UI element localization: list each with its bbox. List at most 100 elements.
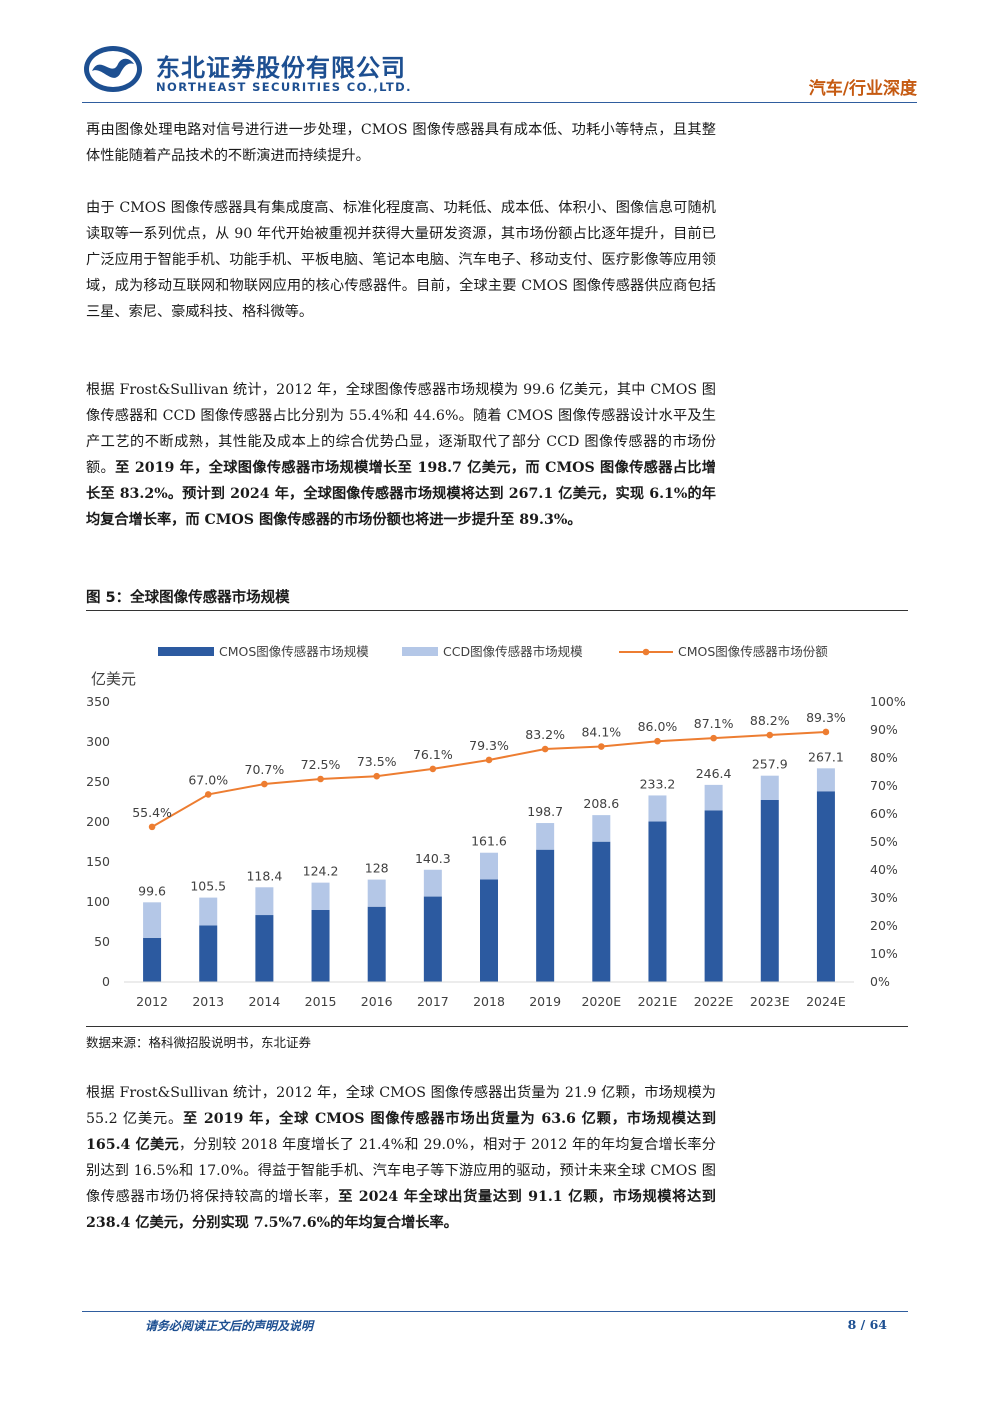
footer-disclaimer: 请务必阅读正文后的声明及说明 xyxy=(145,1319,314,1333)
chart-divider xyxy=(86,1026,908,1027)
y2-tick-label: 0% xyxy=(870,974,890,989)
y2-tick-label: 50% xyxy=(870,834,898,849)
bar-total-label: 105.5 xyxy=(190,879,226,894)
share-point xyxy=(373,772,380,780)
bar-cmos xyxy=(816,791,835,982)
paragraph-text: 根据 Frost&Sullivan 统计，2012 年，全球图像传感器市场规模为… xyxy=(86,382,716,476)
paragraph-text: 由于 CMOS 图像传感器具有集成度高、标准化程度高、功耗低、成本低、体积小、图… xyxy=(86,200,716,320)
page-number: 8 / 64 xyxy=(847,1317,887,1332)
share-data-label: 89.3% xyxy=(806,710,846,725)
y2-tick-label: 70% xyxy=(870,778,898,793)
paragraph-4: 根据 Frost&Sullivan 统计，2012 年，全球 CMOS 图像传感… xyxy=(86,1080,716,1236)
share-point xyxy=(148,823,156,831)
company-logo-icon xyxy=(84,46,142,92)
share-data-label: 72.5% xyxy=(301,757,341,772)
bar-ccd xyxy=(592,815,611,842)
paragraph-3: 根据 Frost&Sullivan 统计，2012 年，全球图像传感器市场规模为… xyxy=(86,377,716,533)
x-tick-label: 2013 xyxy=(192,994,224,1009)
bar-ccd xyxy=(311,882,330,910)
bar-ccd xyxy=(255,887,274,916)
share-data-label: 86.0% xyxy=(638,719,678,734)
x-tick-label: 2024E xyxy=(806,994,846,1009)
legend-label: CMOS图像传感器市场规模 xyxy=(219,644,369,659)
bar-total-label: 257.9 xyxy=(752,757,788,772)
y-tick-label: 300 xyxy=(86,734,110,749)
x-tick-label: 2020E xyxy=(581,994,621,1009)
share-data-label: 79.3% xyxy=(469,738,509,753)
x-tick-label: 2012 xyxy=(136,994,168,1009)
y2-tick-label: 100% xyxy=(870,694,906,709)
bar-cmos xyxy=(255,915,274,982)
bar-cmos xyxy=(199,925,218,982)
x-tick-label: 2023E xyxy=(750,994,790,1009)
y2-tick-label: 40% xyxy=(870,862,898,877)
legend-swatch-ccd xyxy=(402,647,438,656)
share-point xyxy=(710,734,717,742)
x-tick-label: 2022E xyxy=(694,994,734,1009)
y2-tick-label: 90% xyxy=(870,722,898,737)
bar-ccd xyxy=(648,795,667,822)
x-tick-label: 2021E xyxy=(638,994,678,1009)
y-tick-label: 250 xyxy=(86,774,110,789)
legend-marker-share xyxy=(642,648,650,656)
paragraph-highlight: 至 2019 年，全球图像传感器市场规模增长至 198.7 亿美元，而 CMOS… xyxy=(86,460,716,528)
bar-total-label: 140.3 xyxy=(415,851,451,866)
bar-cmos xyxy=(704,810,723,982)
bar-total-label: 161.6 xyxy=(471,834,507,849)
paragraph-highlight: 至 2019 年，全球 CMOS 图像传感器市场出货量为 63.6 亿颗，市场规… xyxy=(86,1111,717,1153)
share-point xyxy=(261,780,268,788)
share-point xyxy=(429,765,437,773)
y2-tick-label: 80% xyxy=(870,750,898,765)
share-data-label: 76.1% xyxy=(413,747,453,762)
y2-tick-label: 30% xyxy=(870,890,898,905)
bar-total-label: 233.2 xyxy=(640,776,676,791)
x-tick-label: 2019 xyxy=(529,994,561,1009)
bar-ccd xyxy=(760,775,779,800)
y-tick-label: 200 xyxy=(86,814,110,829)
paragraph-text: ，分别较 2018 年度增长了 21.4%和 29.0%，相对于 2012 年的… xyxy=(86,1137,716,1205)
share-data-label: 70.7% xyxy=(245,762,285,777)
legend-label: CMOS图像传感器市场份额 xyxy=(678,644,828,659)
bar-total-label: 99.6 xyxy=(138,883,166,898)
share-data-label: 87.1% xyxy=(694,716,734,731)
y-tick-label: 50 xyxy=(94,934,110,949)
bar-ccd xyxy=(423,869,442,897)
page-header: 东北证券股份有限公司 NORTHEAST SECURITIES CO.,LTD.… xyxy=(82,40,917,103)
share-point xyxy=(317,775,324,783)
paragraph-text: 再由图像处理电路对信号进行进一步处理，CMOS 图像传感器具有成本低、功耗小等特… xyxy=(86,122,716,164)
chart-svg: CMOS图像传感器市场规模 CCD图像传感器市场规模 CMOS图像传感器市场份额亿美… xyxy=(86,644,906,1009)
share-point xyxy=(766,731,774,739)
bar-total-label: 246.4 xyxy=(696,766,732,781)
x-tick-label: 2014 xyxy=(248,994,280,1009)
bar-total-label: 118.4 xyxy=(246,868,282,883)
paragraph-text: 根据 Frost&Sullivan 统计，2012 年，全球 CMOS 图像传感… xyxy=(86,1085,716,1127)
x-tick-label: 2016 xyxy=(361,994,393,1009)
share-data-label: 73.5% xyxy=(357,754,397,769)
legend-swatch-cmos xyxy=(158,647,214,656)
bar-cmos xyxy=(536,849,555,982)
share-data-label: 67.0% xyxy=(188,772,228,787)
x-tick-label: 2017 xyxy=(417,994,449,1009)
y-tick-label: 0 xyxy=(102,974,110,989)
bar-ccd xyxy=(367,879,386,907)
y-axis-unit-label: 亿美元 xyxy=(91,670,136,688)
share-data-label: 83.2% xyxy=(525,727,565,742)
bar-total-label: 208.6 xyxy=(583,796,619,811)
x-tick-label: 2015 xyxy=(305,994,337,1009)
share-data-label: 84.1% xyxy=(581,725,621,740)
bar-cmos xyxy=(311,910,330,982)
bar-cmos xyxy=(367,906,386,982)
y-tick-label: 350 xyxy=(86,694,110,709)
company-name-en: NORTHEAST SECURITIES CO.,LTD. xyxy=(156,80,412,94)
share-point xyxy=(822,728,830,736)
share-data-label: 88.2% xyxy=(750,713,790,728)
bar-cmos xyxy=(143,937,162,982)
bar-total-label: 128 xyxy=(365,861,389,876)
footer-divider xyxy=(82,1311,908,1312)
share-point xyxy=(485,756,493,764)
y-tick-label: 100 xyxy=(86,894,110,909)
bar-cmos xyxy=(760,800,779,982)
figure-source: 数据来源：格科微招股说明书，东北证券 xyxy=(86,1035,312,1050)
company-name-cn: 东北证券股份有限公司 xyxy=(156,54,406,82)
bar-ccd xyxy=(199,897,218,926)
